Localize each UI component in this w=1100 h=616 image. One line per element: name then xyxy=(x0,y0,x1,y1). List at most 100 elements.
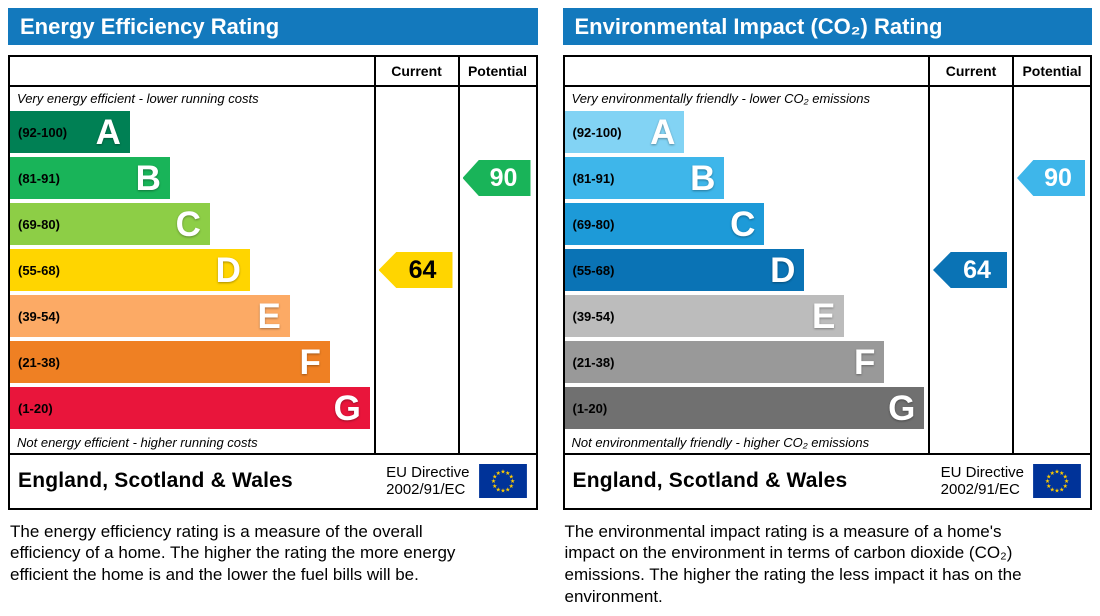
band-range: (69-80) xyxy=(572,216,615,232)
band-range: (1-20) xyxy=(18,400,53,416)
eu-directive-line2: 2002/91/EC xyxy=(940,481,1020,499)
bands-area: Very environmentally friendly - lower CO… xyxy=(564,87,929,453)
band-bar-e: (39-54) E xyxy=(564,295,845,337)
svg-text:★: ★ xyxy=(505,470,510,477)
band-range: (92-100) xyxy=(572,124,622,140)
band-row-f: (21-38) F xyxy=(564,339,929,385)
eu-flag-icon: ★ ★ ★★ ★★ ★★ ★★ ★★ xyxy=(478,464,527,499)
svg-text:★: ★ xyxy=(500,469,505,476)
environmental-panel-title: Environmental Impact (CO₂) Rating xyxy=(574,13,943,39)
band-bar-e: (39-54) E xyxy=(10,295,290,337)
band-letter: E xyxy=(812,296,836,336)
band-row-a: (92-100) A xyxy=(564,109,929,155)
band-row-a: (92-100) A xyxy=(10,109,374,155)
column-headers: Current Potential xyxy=(10,57,536,87)
chart-body: Very environmentally friendly - lower CO… xyxy=(564,87,1091,453)
band-bar-f: (21-38) F xyxy=(10,341,330,383)
current-column-header: Current xyxy=(373,57,458,85)
band-range: (81-91) xyxy=(572,170,615,186)
svg-text:★: ★ xyxy=(495,470,500,477)
environmental-impact-panel: Environmental Impact (CO₂) Rating Curren… xyxy=(562,8,1092,608)
band-bar-b: (81-91) B xyxy=(10,157,170,199)
svg-text:★: ★ xyxy=(508,474,513,481)
svg-text:★: ★ xyxy=(1059,487,1064,494)
svg-text:★: ★ xyxy=(492,483,497,490)
band-row-c: (69-80) C xyxy=(10,201,374,247)
environmental-chart: Current Potential Very environmentally f… xyxy=(562,55,1092,510)
band-letter: A xyxy=(95,112,121,152)
potential-rating-arrow: 90 xyxy=(1017,160,1085,196)
band-range: (39-54) xyxy=(18,308,60,324)
energy-title-bar: Energy Efficiency Rating xyxy=(8,8,538,45)
current-rating-arrow: 64 xyxy=(378,252,453,288)
potential-column: 90 xyxy=(457,87,536,453)
band-row-f: (21-38) F xyxy=(10,339,374,385)
svg-text:★: ★ xyxy=(500,488,505,495)
potential-column: 90 xyxy=(1012,87,1090,453)
chart-footer: England, Scotland & Wales EU Directive 2… xyxy=(10,453,536,508)
current-rating-arrow: 64 xyxy=(933,252,1007,288)
svg-text:★: ★ xyxy=(1063,474,1068,481)
current-column: 64 xyxy=(928,87,1012,453)
potential-rating-arrow: 90 xyxy=(462,160,531,196)
svg-text:★: ★ xyxy=(1045,478,1050,485)
bands-header-spacer xyxy=(565,57,929,85)
energy-panel-title: Energy Efficiency Rating xyxy=(20,13,280,39)
band-row-b: (81-91) B xyxy=(564,155,929,201)
environmental-description: The environmental impact rating is a mea… xyxy=(564,521,1022,606)
top-note: Very environmentally friendly - lower CO… xyxy=(571,90,871,106)
svg-text:★: ★ xyxy=(1064,478,1069,485)
band-row-d: (55-68) D xyxy=(10,247,374,293)
band-row-e: (39-54) E xyxy=(10,293,374,339)
band-letter: C xyxy=(175,204,201,244)
band-row-b: (81-91) B xyxy=(10,155,374,201)
svg-text:★: ★ xyxy=(1046,474,1051,481)
bottom-note: Not environmentally friendly - higher CO… xyxy=(571,434,870,450)
band-bar-c: (69-80) C xyxy=(564,203,765,245)
eu-directive-line1: EU Directive xyxy=(940,464,1024,481)
band-bar-c: (69-80) C xyxy=(10,203,210,245)
region-label: England, Scotland & Wales xyxy=(572,469,848,493)
svg-text:★: ★ xyxy=(1063,483,1068,490)
svg-text:★: ★ xyxy=(505,487,510,494)
band-range: (55-68) xyxy=(572,262,615,278)
eu-directive-line1: EU Directive xyxy=(386,464,470,481)
band-letter: F xyxy=(299,342,321,382)
band-range: (39-54) xyxy=(572,308,615,324)
band-letter: B xyxy=(690,158,716,198)
bands: (92-100) A (81-91) B (69-80) C (55-68) D (39-54)… xyxy=(10,109,374,431)
band-row-g: (1-20) G xyxy=(10,385,374,431)
svg-text:★: ★ xyxy=(495,487,500,494)
band-bar-b: (81-91) B xyxy=(564,157,725,199)
region-label: England, Scotland & Wales xyxy=(18,469,293,493)
svg-text:★: ★ xyxy=(1054,469,1059,476)
band-bar-d: (55-68) D xyxy=(564,249,805,291)
band-range: (1-20) xyxy=(572,400,608,416)
eu-flag-icon: ★ ★ ★★ ★★ ★★ ★★ ★★ xyxy=(1033,464,1081,499)
svg-text:★: ★ xyxy=(1050,487,1055,494)
band-letter: B xyxy=(135,158,161,198)
band-letter: A xyxy=(650,112,676,152)
environmental-title-bar: Environmental Impact (CO₂) Rating xyxy=(562,8,1092,45)
eu-directive-label: EU Directive 2002/91/EC xyxy=(941,464,1032,499)
band-letter: F xyxy=(853,342,876,382)
band-range: (21-38) xyxy=(572,354,615,370)
svg-text:★: ★ xyxy=(1054,488,1059,495)
current-column: 64 xyxy=(373,87,458,453)
eu-directive-label: EU Directive 2002/91/EC xyxy=(386,464,477,499)
band-row-e: (39-54) E xyxy=(564,293,929,339)
band-range: (81-91) xyxy=(18,170,60,186)
band-bar-g: (1-20) G xyxy=(564,387,925,429)
band-letter: G xyxy=(888,388,916,428)
energy-efficiency-panel: Energy Efficiency Rating Current Potenti… xyxy=(8,8,538,608)
band-bar-f: (21-38) F xyxy=(564,341,885,383)
top-note: Very energy efficient - lower running co… xyxy=(17,90,259,106)
energy-chart: Current Potential Very energy efficient … xyxy=(8,55,538,510)
band-letter: G xyxy=(333,388,361,428)
band-bar-g: (1-20) G xyxy=(10,387,370,429)
svg-text:★: ★ xyxy=(1046,483,1051,490)
band-row-d: (55-68) D xyxy=(564,247,929,293)
band-range: (92-100) xyxy=(18,124,68,140)
band-bar-a: (92-100) A xyxy=(10,111,130,153)
